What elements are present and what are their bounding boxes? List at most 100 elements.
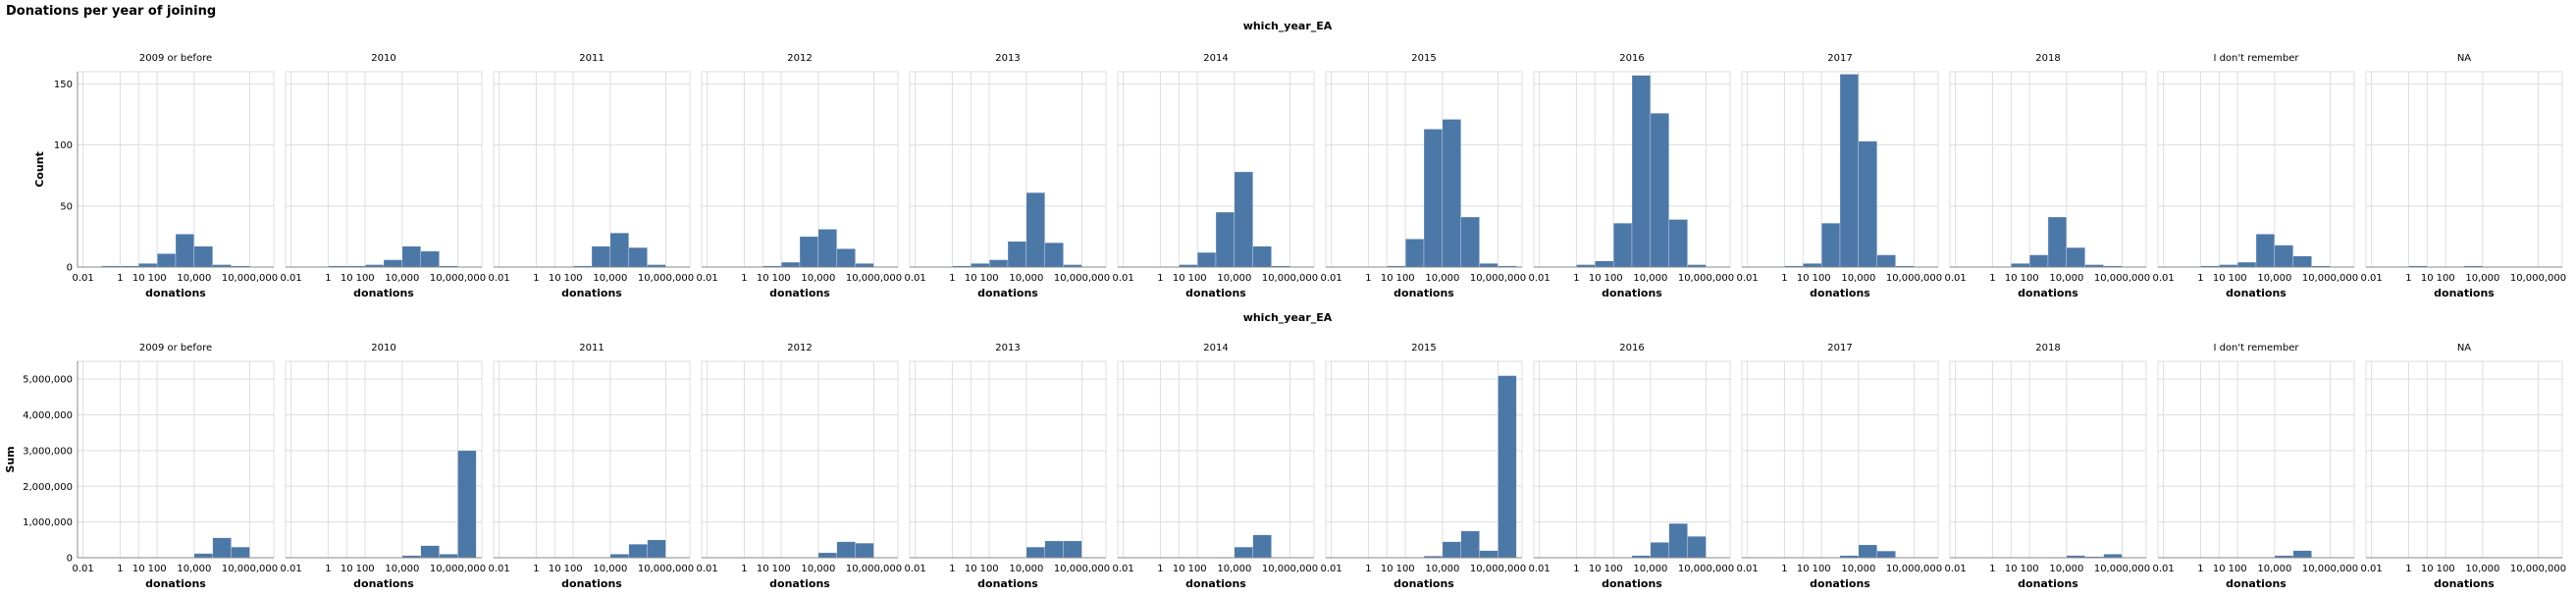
x-tick-label: 10,000,000 [222,273,278,284]
facet-panel-label: 2015 [1411,343,1436,353]
x-tick-label: 10,000 [1009,273,1043,284]
facet-panel: 2012 0.01 1 10 100 10,000 10,000,000 donations [697,53,903,299]
facet-field-title: which_year_EA [1243,311,1333,324]
x-tick-label: 10 [1173,564,1185,574]
x-tick-label: 10 [341,273,353,284]
histogram-bar [971,263,990,268]
x-tick-label: 1 [1781,564,1787,574]
x-axis-title: donations [1185,287,1246,299]
x-tick-label: 10,000 [385,273,419,284]
x-tick-label: 10,000,000 [1470,564,1526,574]
x-tick-label: 10 [2213,564,2226,574]
x-tick-label: 0.01 [1113,564,1134,574]
histogram-bar [628,246,648,268]
x-tick-label: 10,000 [593,273,627,284]
x-tick-label: 1 [325,564,331,574]
x-tick-label: 1 [2197,564,2203,574]
histogram-bar [156,253,177,268]
x-axis-title: donations [2434,577,2495,590]
x-tick-label: 10,000,000 [2094,564,2150,574]
histogram-bar [1196,251,1217,268]
x-tick-label: 10,000 [2465,273,2499,284]
x-tick-label: 100 [2437,273,2455,284]
x-tick-label: 10 [2213,273,2226,284]
x-axis-title: donations [769,287,830,299]
histogram-bar [591,245,611,268]
facet-panel-label: I don't remember [2213,343,2299,353]
facet-panel-label: 2012 [787,343,812,353]
facet-panel-label: 2017 [1827,343,1852,353]
x-tick-label: 10 [965,273,977,284]
y-tick-label: 0 [67,263,73,274]
x-tick-label: 10 [1589,564,1602,574]
x-tick-label: 100 [2021,273,2039,284]
x-tick-label: 10,000,000 [1886,564,1942,574]
x-tick-label: 100 [1604,564,1623,574]
facet-panel: 2017 0.01 1 10 100 10,000 10,000,000 donations [1737,53,1943,299]
x-tick-label: 100 [980,564,999,574]
histogram-bar [609,554,629,559]
x-tick-label: 100 [356,564,375,574]
histogram-bar [1423,129,1444,268]
facet-panel: 2014 0.01 1 10 100 10,000 10,000,000 donations [1113,53,1319,299]
histogram-bar [1687,536,1707,559]
facet-panel-label: 2014 [1203,343,1228,353]
y-axis-title: Count [33,151,46,188]
x-tick-label: 1 [1157,564,1163,574]
facet-panel: I don't remember 0.01 1 10 100 10,000 10,000,0… [2153,53,2359,299]
x-tick-label: 0.01 [2361,273,2383,284]
x-tick-label: 1 [2405,564,2411,574]
x-tick-label: 100 [1604,273,1623,284]
histogram-bar [1612,223,1633,268]
x-tick-label: 10,000 [177,564,211,574]
facet-panel-label: 2013 [995,53,1020,64]
facet-panel-label: 2018 [2035,53,2060,64]
y-tick-label: 100 [54,140,73,151]
x-tick-label: 1 [1365,564,1371,574]
x-tick-label: 10,000 [2049,564,2083,574]
x-tick-label: 1 [2405,273,2411,284]
facet-panel: NA 0.01 1 10 100 10,000 10,000,000 donations [2361,53,2567,299]
x-tick-label: 0.01 [905,564,926,574]
x-tick-label: 10,000,000 [430,564,486,574]
facet-field-title: which_year_EA [1243,20,1333,32]
x-tick-label: 10,000,000 [1054,273,1110,284]
facet-panel-label: 2009 or before [139,343,212,353]
facet-panel-label: 2018 [2035,343,2060,353]
x-axis-title: donations [1393,287,1454,299]
x-axis-title: donations [561,287,622,299]
facet-panel-label: 2015 [1411,53,1436,64]
histogram-bar [1007,241,1027,268]
histogram-bar [193,553,213,559]
y-tick-label: 4,000,000 [23,410,73,421]
histogram-bar [457,450,477,559]
x-tick-label: 10,000 [2049,273,2083,284]
facet-panel-label: 2013 [995,343,1020,353]
panel-frame [1949,360,2147,559]
panel-frame [77,360,275,559]
x-axis-title: donations [353,287,414,299]
histogram-bar [1234,546,1253,559]
x-tick-label: 10,000 [2257,564,2291,574]
histogram-bar [231,546,250,559]
x-tick-label: 10,000,000 [638,564,694,574]
x-axis-title: donations [1185,577,1246,590]
x-tick-label: 10 [132,564,145,574]
x-tick-label: 10,000 [385,564,419,574]
x-tick-label: 10 [2005,273,2018,284]
x-axis-title: donations [1602,577,1662,590]
x-tick-label: 10,000,000 [2302,564,2358,574]
x-tick-label: 10,000,000 [1678,564,1734,574]
panel-frame [909,360,1107,559]
x-axis-title: donations [2226,577,2287,590]
histogram-bar [855,542,874,559]
x-tick-label: 100 [772,273,791,284]
histogram-bar [2103,554,2123,559]
panel-frame [1533,360,1731,559]
panel-frame [493,360,691,559]
x-tick-label: 0.01 [1945,273,1967,284]
facet-panel-label: 2011 [579,343,604,353]
histogram-bar [1252,534,1272,559]
x-tick-label: 100 [2437,564,2455,574]
histogram-bar [1668,219,1688,268]
